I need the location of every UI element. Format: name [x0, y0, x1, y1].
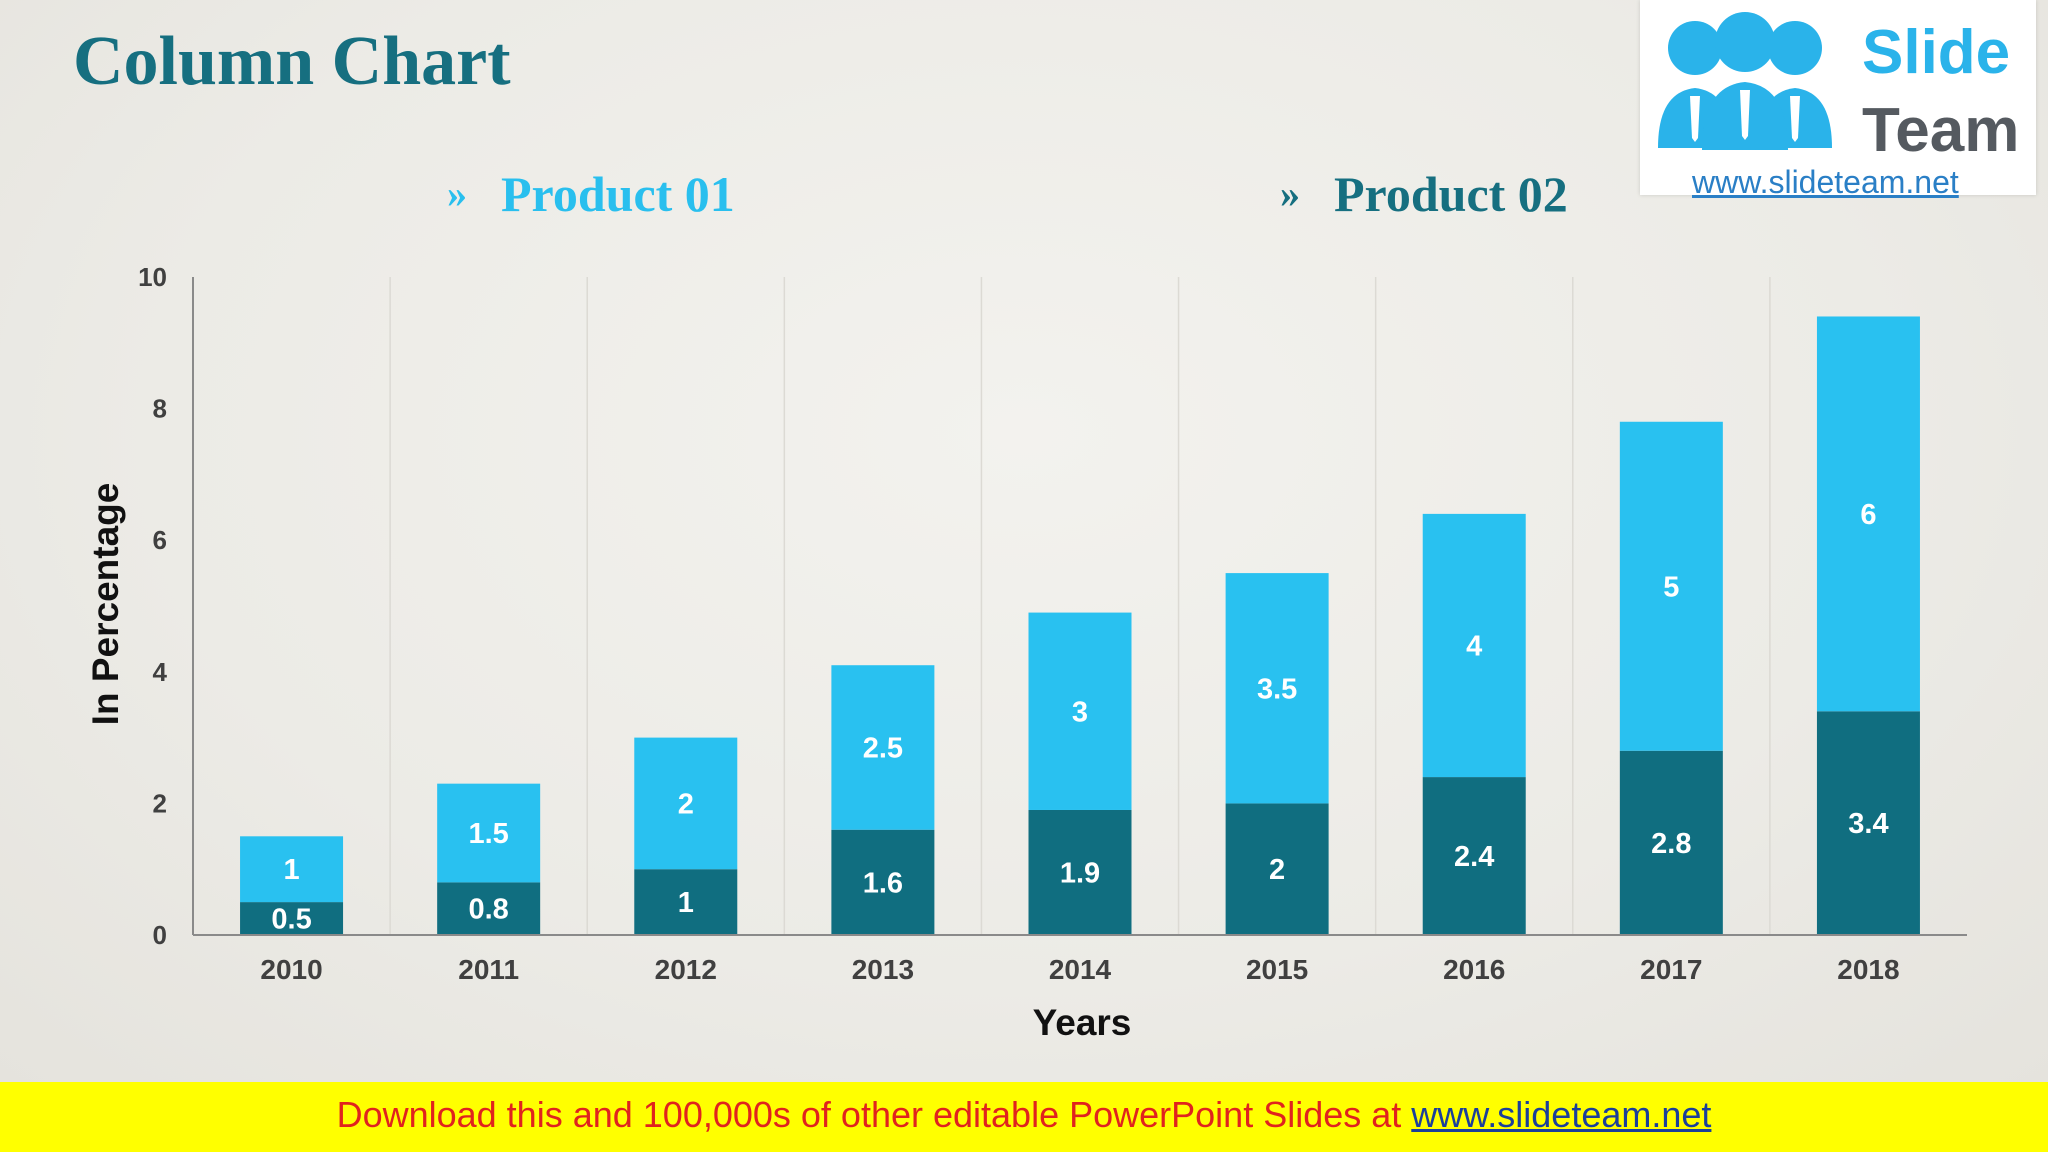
bar-value-label: 1.9 — [1060, 857, 1100, 889]
bar-value-label: 2.4 — [1454, 841, 1494, 873]
bar-segment — [240, 836, 344, 903]
x-tick-label: 2016 — [1443, 954, 1505, 985]
logo-word-team: Team — [1862, 96, 2020, 165]
bar-segment — [1422, 777, 1526, 935]
bar-segment — [240, 902, 344, 935]
bar-value-label: 2 — [678, 788, 694, 820]
x-tick-label: 2011 — [458, 954, 519, 985]
x-tick-label: 2013 — [852, 954, 914, 985]
bar-segment — [1225, 573, 1329, 804]
x-tick-label: 2015 — [1246, 954, 1308, 985]
logo-url-link[interactable]: www.slideteam.net — [1692, 164, 1959, 200]
y-tick-label: 6 — [153, 525, 167, 555]
x-tick-label: 2014 — [1049, 954, 1112, 985]
bar-value-label: 4 — [1466, 630, 1482, 662]
bar-segment — [1619, 421, 1723, 751]
bar-segment — [1028, 612, 1132, 810]
x-axis-title: Years — [1033, 1002, 1132, 1043]
slide-title: Column Chart — [73, 23, 511, 100]
bar-value-label: 2 — [1269, 854, 1285, 886]
logo-word-slide: Slide — [1862, 18, 2011, 87]
download-banner-link[interactable]: www.slideteam.net — [1411, 1094, 1712, 1135]
bar-segment — [1816, 711, 1920, 935]
bar-value-label: 1 — [678, 887, 694, 919]
bar-segment — [437, 783, 541, 883]
bar-segment — [1816, 316, 1920, 712]
y-tick-label: 0 — [153, 920, 167, 950]
bar-value-label: 2.8 — [1651, 828, 1691, 860]
chart-gridlines — [389, 277, 1771, 935]
bar-segment — [634, 869, 738, 935]
legend-product-02: » Product 02 — [1280, 165, 1568, 223]
x-tick-label: 2017 — [1640, 954, 1702, 985]
chart-data-labels: 0.5 1 0.8 1.5 1 2 1.6 2.5 1.9 3 2 3.5 2.4 4 2.8 5 3.4 6 — [271, 499, 1888, 936]
bar-segment — [831, 665, 935, 830]
bar-segment — [1028, 809, 1132, 935]
bar-segment — [1225, 803, 1329, 935]
bar-value-label: 0.8 — [469, 894, 509, 926]
y-tick-label: 10 — [138, 262, 167, 292]
bar-value-label: 3.4 — [1848, 808, 1888, 840]
bar-value-label: 3.5 — [1257, 673, 1297, 705]
bar-value-label: 3 — [1072, 696, 1088, 728]
x-tick-label: 2010 — [260, 954, 322, 985]
bar-segment — [1422, 513, 1526, 778]
slideteam-logo[interactable]: Slide Team www.slideteam.net — [1640, 0, 2036, 200]
chart-bars — [240, 316, 1920, 935]
download-banner: Download this and 100,000s of other edit… — [0, 1082, 2048, 1152]
bar-value-label: 2.5 — [863, 732, 903, 764]
bar-segment — [437, 882, 541, 935]
bar-value-label: 0.5 — [271, 904, 311, 936]
stacked-column-chart: 0.5 1 0.8 1.5 1 2 1.6 2.5 1.9 3 2 3.5 2.4 4 2.8 5 3.4 6 0… — [85, 262, 1967, 1043]
legend-marker: » — [1280, 171, 1300, 216]
bar-segment — [1619, 750, 1723, 935]
bar-value-label: 6 — [1860, 499, 1876, 531]
legend-label-product-01: Product 01 — [501, 166, 735, 222]
legend-label-product-02: Product 02 — [1334, 166, 1568, 222]
y-tick-label: 2 — [153, 788, 167, 818]
bar-value-label: 5 — [1663, 571, 1679, 603]
x-tick-label: 2018 — [1837, 954, 1899, 985]
bar-value-label: 1 — [283, 854, 299, 886]
y-tick-label: 4 — [153, 657, 168, 687]
legend-marker: » — [447, 171, 467, 216]
chart-axes: 0 2 4 6 8 10 2010 2011 2012 2013 2014 2015 2016 2017 2… — [85, 262, 1967, 1043]
y-tick-label: 8 — [153, 394, 167, 424]
bar-segment — [831, 829, 935, 935]
x-tick-label: 2012 — [655, 954, 717, 985]
download-banner-text: Download this and 100,000s of other edit… — [336, 1094, 1412, 1135]
legend-product-01: » Product 01 — [447, 165, 735, 223]
bar-value-label: 1.6 — [863, 867, 903, 899]
bar-segment — [634, 737, 738, 870]
y-axis-title: In Percentage — [85, 483, 126, 726]
bar-value-label: 1.5 — [469, 818, 509, 850]
people-icon — [1658, 12, 1832, 150]
